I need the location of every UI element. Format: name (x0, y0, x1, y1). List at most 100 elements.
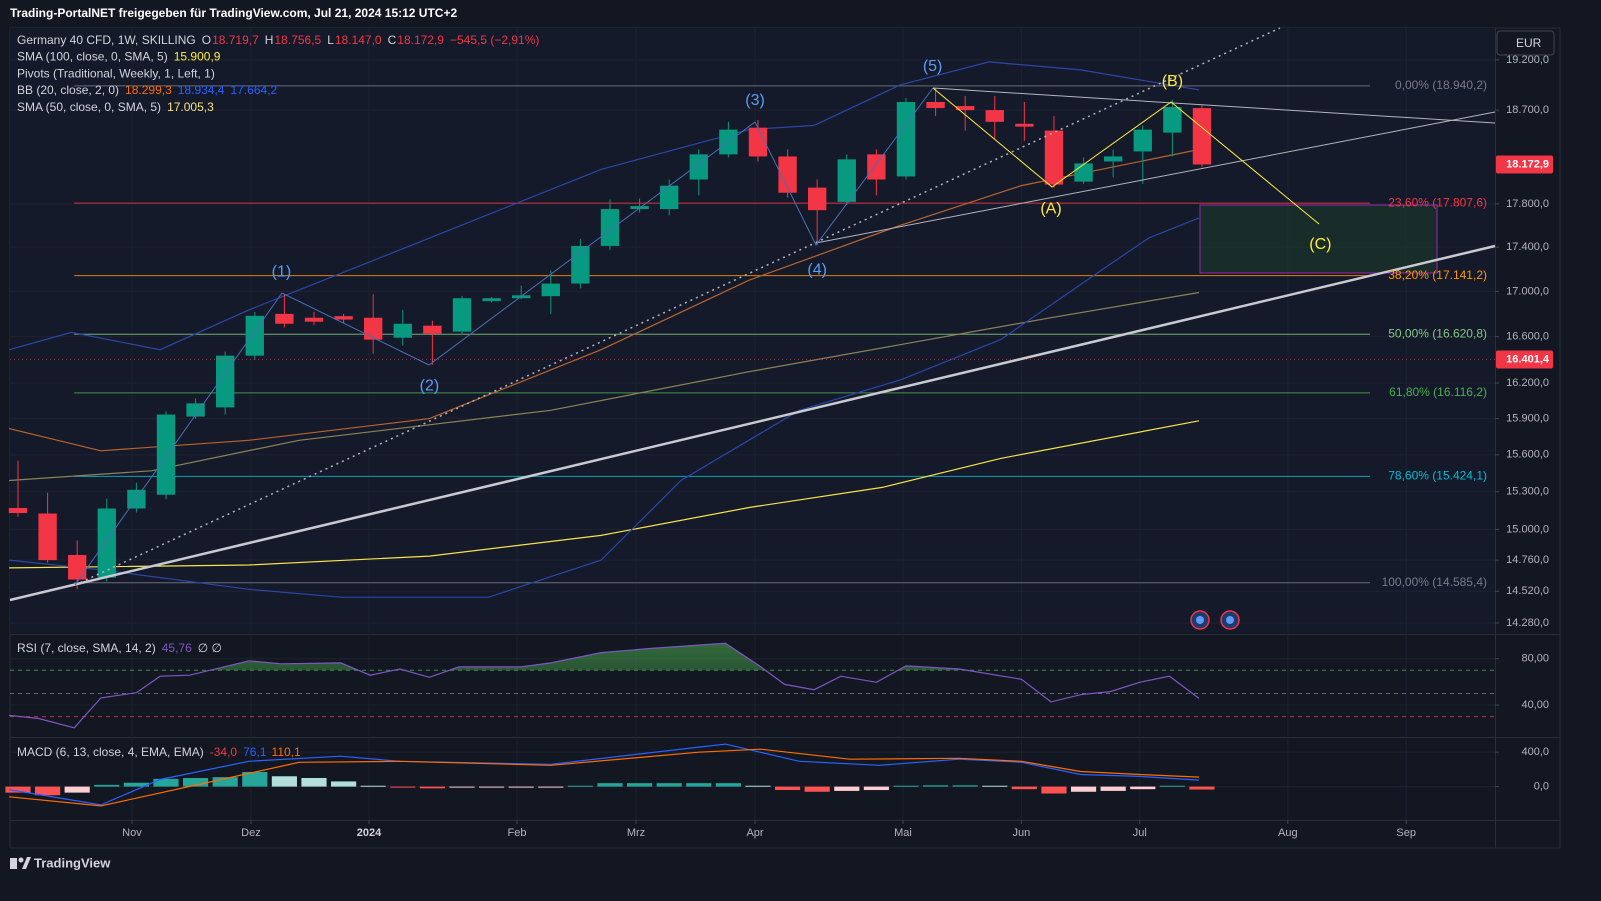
legend-line: Pivots (Traditional, Weekly, 1, Left, 1) (17, 67, 215, 81)
legend-segment: 18.719,7 (212, 33, 259, 47)
legend-segment: C (388, 33, 397, 47)
histogram-bar (153, 778, 179, 787)
event-icon-dot (1226, 616, 1234, 624)
legend-segment: SMA (50, close, 0, SMA, 5) (17, 100, 161, 114)
histogram-bar (390, 786, 416, 788)
histogram-bar (597, 783, 623, 787)
price-label: 16.401,4 (1506, 353, 1550, 365)
y-tick-label: 15.000,0 (1506, 523, 1549, 535)
x-tick-label: Mai (894, 827, 912, 839)
candle-body (8, 507, 28, 514)
legend-segment: L (327, 33, 334, 47)
histogram-bar (301, 777, 327, 787)
fib-label: 50,00% (16.620,8) (1388, 326, 1487, 340)
macd-line (9, 748, 1200, 807)
histogram-bar (745, 785, 771, 787)
candle-body (689, 154, 708, 180)
histogram-bar (893, 785, 919, 787)
histogram-bar (863, 786, 889, 791)
histogram-bar (1041, 786, 1067, 794)
wave-label: (4) (807, 261, 827, 278)
y-tick-label: 17.800,0 (1506, 198, 1549, 210)
histogram-bar (64, 786, 90, 793)
legend-segment: 18.756,5 (274, 33, 321, 47)
candle-body (1044, 130, 1064, 185)
legend-segment: 18.299,3 (125, 83, 172, 97)
currency-button[interactable] (1496, 30, 1555, 56)
histogram-bar (626, 783, 653, 787)
legend-segment: RSI (7, close, SMA, 14, 2) (17, 641, 156, 655)
wave-label: (B) (1162, 73, 1183, 90)
candle-body (38, 513, 57, 561)
macd-line (9, 743, 1200, 806)
wave-label: (5) (923, 58, 943, 75)
candle-body (985, 110, 1004, 122)
legend-segment: 17.005,3 (167, 100, 214, 114)
histogram-bar (1130, 786, 1156, 790)
legend-line: SMA (50, close, 0, SMA, 5) 17.005,3 (17, 100, 214, 114)
wave-label: (2) (420, 377, 440, 394)
footer-brand: TradingView (34, 855, 111, 870)
y-tick-label: 16.600,0 (1506, 331, 1549, 343)
y-tick-label: 19.200,0 (1506, 54, 1549, 66)
histogram-bar (567, 785, 593, 787)
y-tick-label: 15.600,0 (1506, 449, 1549, 461)
histogram-bar (1189, 786, 1215, 790)
histogram-bar (183, 777, 209, 787)
candle-body (1133, 129, 1152, 152)
x-tick-label: Apr (746, 827, 763, 839)
legend-segment: 18.147,0 (335, 33, 382, 47)
indicator-line (8, 61, 1200, 351)
legend-segment: Pivots (Traditional, Weekly, 1, Left, 1) (17, 67, 215, 81)
fib-label: 61,80% (16.116,2) (1389, 385, 1487, 399)
histogram-bar (35, 786, 61, 796)
x-tick-label: Jun (1013, 827, 1031, 839)
fib-label: 23,60% (17.807,6) (1388, 195, 1487, 209)
histogram-bar (331, 781, 357, 787)
histogram-bar (538, 786, 564, 788)
candle-body (748, 127, 768, 157)
indicator-line (8, 148, 1200, 452)
drawings (9, 27, 1496, 630)
histogram-bar (94, 784, 120, 787)
candle-body (778, 156, 797, 193)
impulse-wave (74, 87, 934, 586)
histogram-bar (5, 786, 31, 793)
legend-segment: 45,76 (162, 641, 192, 655)
x-tick-label: Feb (508, 827, 527, 839)
fib-label: 78,60% (15.424,1) (1388, 469, 1487, 483)
y-tick-label: 15.900,0 (1506, 413, 1549, 425)
candle-body (364, 317, 383, 340)
candle-body (1192, 108, 1212, 165)
y-tick-label: 400,0 (1521, 746, 1549, 758)
logo-part (10, 858, 17, 869)
legend-line: MACD (6, 13, close, 4, EMA, EMA) -34,0 76,… (17, 745, 301, 759)
histogram-bar (834, 786, 860, 791)
histogram-bar (271, 776, 297, 787)
wave-label: (3) (745, 92, 765, 109)
histogram-bar (1070, 786, 1097, 792)
histogram-bar (449, 786, 475, 788)
fib-label: 38,20% (17.141,2) (1388, 268, 1487, 282)
legend-segment: -34,0 (210, 745, 238, 759)
logo-part (18, 857, 24, 863)
y-tick-label: 14.760,0 (1506, 554, 1549, 566)
candle-body (896, 101, 916, 177)
x-tick-label: Dez (241, 827, 261, 839)
histogram-bar (982, 785, 1008, 787)
histogram-bar (1011, 786, 1037, 790)
x-tick-label: Sep (1396, 827, 1416, 839)
legend-segment: H (265, 33, 274, 47)
histogram-bar (508, 786, 534, 788)
candle-body (334, 316, 353, 320)
logo-part (22, 857, 31, 869)
x-tick-label: Jul (1133, 827, 1147, 839)
candle-body (837, 159, 856, 202)
legend-line: BB (20, close, 2, 0) 18.299,3 18.934,4 17.6… (17, 83, 278, 97)
candle-body (955, 106, 975, 111)
candle-body (156, 414, 176, 495)
y-tick-label: 18.700,0 (1506, 104, 1549, 116)
rsi-line (9, 642, 1200, 729)
y-tick-label: 15.300,0 (1506, 486, 1549, 498)
wave-label: (1) (272, 264, 292, 281)
